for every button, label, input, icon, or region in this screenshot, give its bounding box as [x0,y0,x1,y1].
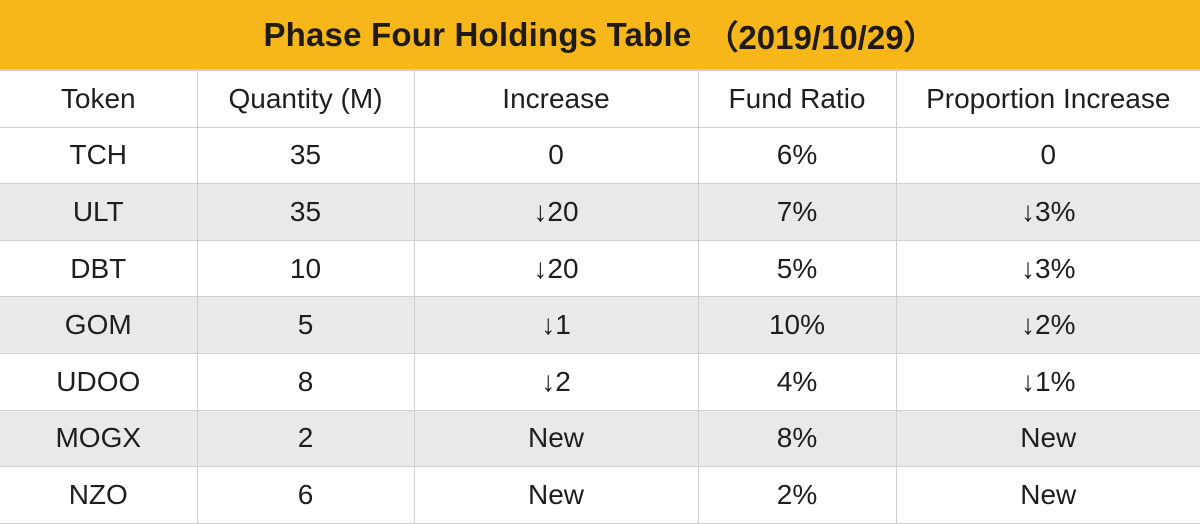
cell-token: UDOO [0,352,198,411]
cell-fund-ratio: 6% [697,126,897,185]
table-row: UDOO 8 ↓2 4% ↓1% [0,352,1200,411]
holdings-table: Token Quantity (M) Increase Fund Ratio P… [0,70,1200,524]
cell-quantity: 5 [196,296,415,354]
cell-token: NZO [0,466,198,524]
table-row: NZO 6 New 2% New [0,466,1200,524]
cell-increase: New [413,466,699,524]
cell-quantity: 8 [196,352,415,411]
cell-fund-ratio: 7% [697,183,897,241]
table-row: TCH 35 0 6% 0 [0,126,1200,185]
cell-fund-ratio: 2% [697,466,897,524]
cell-increase: ↓1 [413,296,699,354]
table-date: （2019/10/29） [705,18,937,56]
cell-token: DBT [0,239,198,298]
table-row: MOGX 2 New 8% New [0,409,1200,468]
header-fund-ratio: Fund Ratio [697,70,897,128]
cell-proportion-increase: New [895,466,1200,524]
table-title: Phase Four Holdings Table [263,15,692,53]
header-quantity: Quantity (M) [196,70,415,128]
cell-token: TCH [0,126,198,185]
cell-increase: ↓2 [413,352,699,411]
header-token: Token [0,70,198,128]
cell-token: GOM [0,296,198,354]
cell-token: MOGX [0,409,198,468]
cell-increase: ↓20 [413,183,699,241]
cell-quantity: 6 [196,466,415,524]
cell-quantity: 10 [196,239,415,298]
cell-proportion-increase: 0 [895,126,1200,185]
header-increase: Increase [413,70,699,128]
cell-quantity: 35 [196,183,415,241]
cell-fund-ratio: 10% [697,296,897,354]
title-bar: Phase Four Holdings Table （2019/10/29） [0,0,1200,70]
cell-fund-ratio: 8% [697,409,897,468]
header-row: Token Quantity (M) Increase Fund Ratio P… [0,70,1200,128]
table-row: ULT 35 ↓20 7% ↓3% [0,183,1200,241]
cell-increase: New [413,409,699,468]
cell-fund-ratio: 5% [697,239,897,298]
table-row: GOM 5 ↓1 10% ↓2% [0,296,1200,354]
header-proportion-increase: Proportion Increase [895,70,1200,128]
table-row: DBT 10 ↓20 5% ↓3% [0,239,1200,298]
cell-proportion-increase: ↓1% [895,352,1200,411]
cell-increase: 0 [413,126,699,185]
cell-fund-ratio: 4% [697,352,897,411]
cell-proportion-increase: ↓3% [895,239,1200,298]
cell-proportion-increase: ↓2% [895,296,1200,354]
cell-quantity: 35 [196,126,415,185]
cell-proportion-increase: New [895,409,1200,468]
cell-proportion-increase: ↓3% [895,183,1200,241]
cell-increase: ↓20 [413,239,699,298]
cell-quantity: 2 [196,409,415,468]
cell-token: ULT [0,183,198,241]
